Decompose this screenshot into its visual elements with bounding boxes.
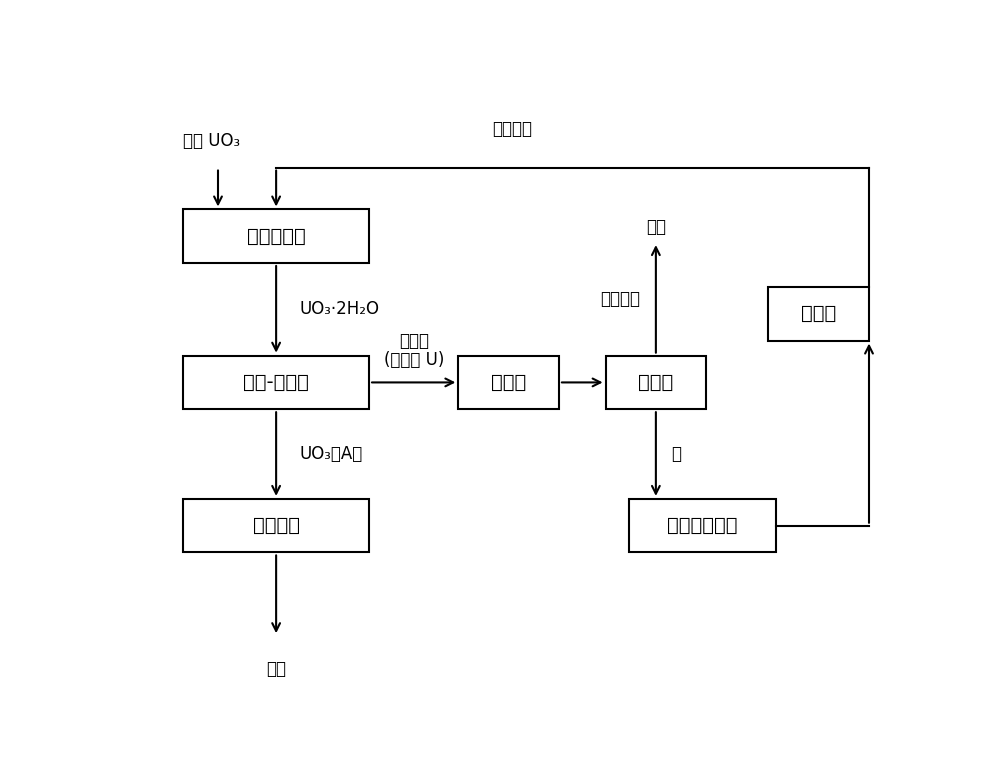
- Text: 水合反应器: 水合反应器: [247, 227, 306, 246]
- Bar: [768, 287, 869, 341]
- Bar: [629, 499, 776, 553]
- Bar: [606, 356, 706, 409]
- Text: 脱硕 UO₃: 脱硕 UO₃: [183, 132, 240, 150]
- Bar: [183, 499, 369, 553]
- Text: UO₃（A）: UO₃（A）: [299, 445, 363, 463]
- Bar: [458, 356, 559, 409]
- Text: 排空: 排空: [646, 219, 666, 236]
- Text: 除尘器: 除尘器: [491, 373, 526, 392]
- Text: 去离子水储槽: 去离子水储槽: [667, 516, 738, 536]
- Text: 去离子水: 去离子水: [492, 120, 532, 138]
- Text: 计量泵: 计量泵: [801, 305, 836, 323]
- Text: UO₃·2H₂O: UO₃·2H₂O: [299, 301, 379, 319]
- Text: 中间料仓: 中间料仓: [253, 516, 300, 536]
- Text: 水蔭气: 水蔭气: [399, 332, 429, 350]
- Text: 不冷凝气: 不冷凝气: [600, 290, 640, 308]
- Bar: [183, 209, 369, 263]
- Text: (含少量 U): (含少量 U): [384, 351, 444, 370]
- Text: 冷凝器: 冷凝器: [638, 373, 674, 392]
- Text: 产品: 产品: [266, 660, 286, 678]
- Text: 水: 水: [671, 445, 681, 463]
- Bar: [183, 356, 369, 409]
- Text: 干燥-脱水器: 干燥-脱水器: [243, 373, 309, 392]
